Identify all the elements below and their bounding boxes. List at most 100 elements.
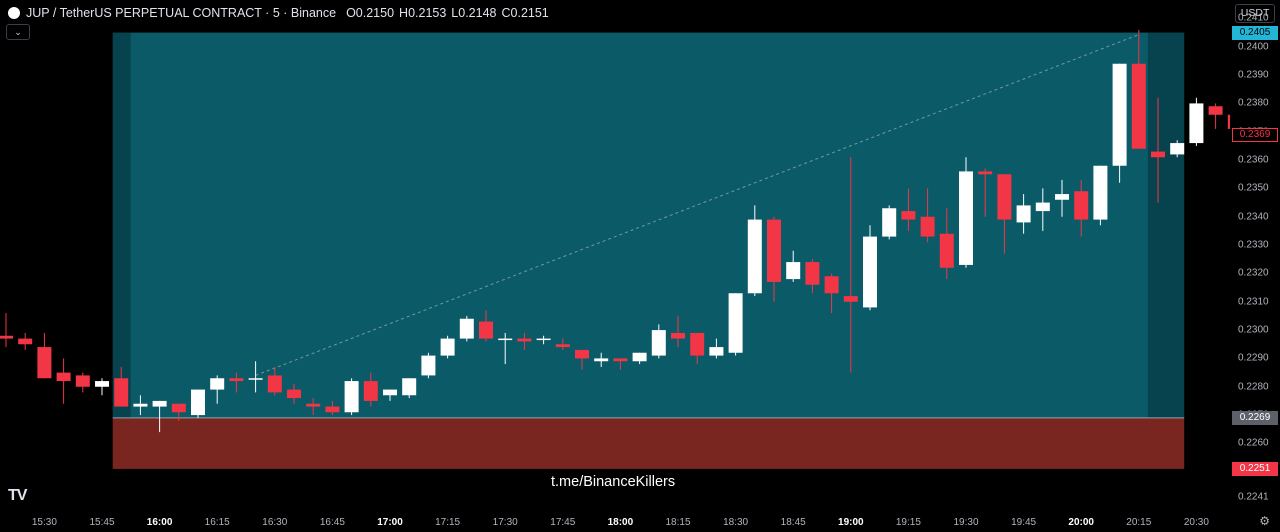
candle-body bbox=[843, 296, 858, 302]
price-tick-label: 0.2310 bbox=[1238, 296, 1269, 308]
candle-body bbox=[632, 352, 647, 362]
candle-body bbox=[1151, 151, 1165, 158]
entry-price-label: 0.2269 bbox=[1232, 410, 1278, 425]
time-tick-label: 19:45 bbox=[1011, 517, 1037, 528]
symbol-header: JUP / TetherUS PERPETUAL CONTRACT · 5 · … bbox=[8, 4, 554, 22]
ohlc-low-key: L bbox=[451, 6, 459, 20]
candle-body bbox=[1131, 63, 1146, 149]
candle-body bbox=[479, 321, 493, 339]
candle-body bbox=[555, 344, 570, 348]
profit-zone bbox=[112, 32, 1185, 418]
candle-body bbox=[575, 349, 589, 359]
position-path-line bbox=[255, 34, 1139, 376]
candle-body bbox=[56, 372, 71, 382]
price-tick-label: 0.2340 bbox=[1238, 211, 1269, 223]
candle-body bbox=[363, 381, 378, 401]
price-tick-label: 0.2290 bbox=[1238, 352, 1269, 364]
price-tick-label: 0.2280 bbox=[1238, 381, 1269, 393]
candle-body bbox=[824, 276, 839, 294]
long-position-tool[interactable] bbox=[112, 32, 1185, 469]
candle-body bbox=[210, 378, 225, 390]
time-tick-label: 20:30 bbox=[1183, 517, 1209, 528]
price-tick-label: 0.2380 bbox=[1238, 97, 1269, 109]
candle-body bbox=[1208, 106, 1223, 115]
candle-body bbox=[997, 174, 1012, 220]
price-tick-label: 0.2241 bbox=[1238, 491, 1269, 503]
time-tick-label: 15:30 bbox=[31, 517, 57, 528]
candle-body bbox=[133, 403, 148, 407]
candle-body bbox=[863, 236, 877, 308]
candle-body bbox=[671, 332, 685, 339]
ohlc-close-key: C bbox=[501, 6, 511, 20]
price-tick-label: 0.2320 bbox=[1238, 267, 1269, 279]
time-tick-label: 17:00 bbox=[377, 517, 403, 528]
candle-body bbox=[75, 375, 90, 387]
price-tick-label: 0.2330 bbox=[1238, 239, 1269, 251]
time-axis[interactable]: 15:30 15:45 16:00 16:15 16:30 16:45 17:00 17:15… bbox=[0, 510, 1230, 532]
candle-body bbox=[344, 381, 359, 413]
candle-body bbox=[402, 378, 417, 396]
candle-body bbox=[1016, 205, 1031, 223]
candle-body bbox=[767, 219, 781, 282]
candle-body bbox=[651, 330, 666, 356]
tradingview-logo[interactable]: TV bbox=[8, 487, 27, 504]
price-tick-label: 0.2360 bbox=[1238, 154, 1269, 166]
candle-body bbox=[920, 216, 935, 237]
time-tick-label: 18:00 bbox=[607, 517, 634, 528]
exchange-logo-icon bbox=[8, 7, 20, 19]
time-tick-label: 19:30 bbox=[953, 517, 979, 528]
candle-body bbox=[18, 338, 33, 345]
price-tick-label: 0.2390 bbox=[1238, 69, 1269, 81]
time-tick-label: 19:00 bbox=[838, 517, 864, 528]
time-tick-label: 18:15 bbox=[665, 517, 691, 528]
position-right-shade bbox=[1147, 32, 1185, 418]
collapse-legend-button[interactable]: ⌄ bbox=[6, 24, 30, 40]
candle-body bbox=[1170, 143, 1185, 155]
candle-body bbox=[248, 378, 263, 380]
candle-body bbox=[786, 262, 801, 280]
time-tick-label: 19:15 bbox=[895, 517, 921, 528]
ohlc-high-key: H bbox=[399, 6, 409, 20]
time-tick-label: 18:30 bbox=[723, 517, 749, 528]
candle-body bbox=[690, 332, 705, 356]
candle-body bbox=[882, 208, 897, 237]
candle-body bbox=[306, 403, 321, 407]
symbol-title[interactable]: JUP / TetherUS PERPETUAL CONTRACT · 5 · … bbox=[26, 6, 337, 20]
candle-body bbox=[498, 338, 513, 341]
time-tick-label: 17:15 bbox=[435, 517, 461, 528]
time-tick-label: 20:15 bbox=[1126, 517, 1152, 528]
gear-icon[interactable]: ⚙ bbox=[1259, 514, 1270, 528]
candle-body bbox=[1074, 191, 1089, 220]
time-tick-label: 20:00 bbox=[1068, 517, 1094, 528]
candle-body bbox=[152, 400, 167, 407]
time-tick-label: 16:00 bbox=[146, 517, 173, 528]
time-tick-label: 18:45 bbox=[780, 517, 806, 528]
candle-body bbox=[1227, 114, 1230, 129]
candle-body bbox=[1189, 103, 1204, 144]
candle-body bbox=[114, 378, 129, 407]
price-chart[interactable] bbox=[0, 0, 1230, 510]
candle-body bbox=[383, 389, 397, 396]
candle-body bbox=[901, 211, 916, 220]
ohlc-open-key: O bbox=[346, 6, 356, 20]
stop-price-label: 0.2251 bbox=[1232, 461, 1278, 476]
price-tick-label: 0.2260 bbox=[1238, 437, 1269, 449]
price-tick-label: 0.2400 bbox=[1238, 41, 1269, 53]
candle-body bbox=[191, 389, 205, 416]
candle-body bbox=[171, 403, 186, 413]
time-tick-label: 16:30 bbox=[262, 517, 288, 528]
candle-body bbox=[287, 389, 301, 399]
candle-body bbox=[325, 406, 340, 413]
ohlc-open-value: 0.2150 bbox=[355, 6, 395, 20]
candle-body bbox=[594, 358, 609, 362]
candle-body bbox=[1093, 165, 1108, 220]
candle-body bbox=[747, 219, 762, 294]
currency-label: USDT bbox=[1240, 7, 1270, 19]
candle-body bbox=[95, 381, 109, 387]
candle-body bbox=[613, 358, 628, 362]
candlestick-series bbox=[0, 29, 1230, 433]
position-left-shade bbox=[112, 32, 131, 418]
candle-body bbox=[517, 338, 532, 342]
price-axis[interactable]: 0.24100.24000.23900.23800.23700.23600.23… bbox=[1230, 0, 1280, 510]
candle-body bbox=[805, 262, 820, 285]
